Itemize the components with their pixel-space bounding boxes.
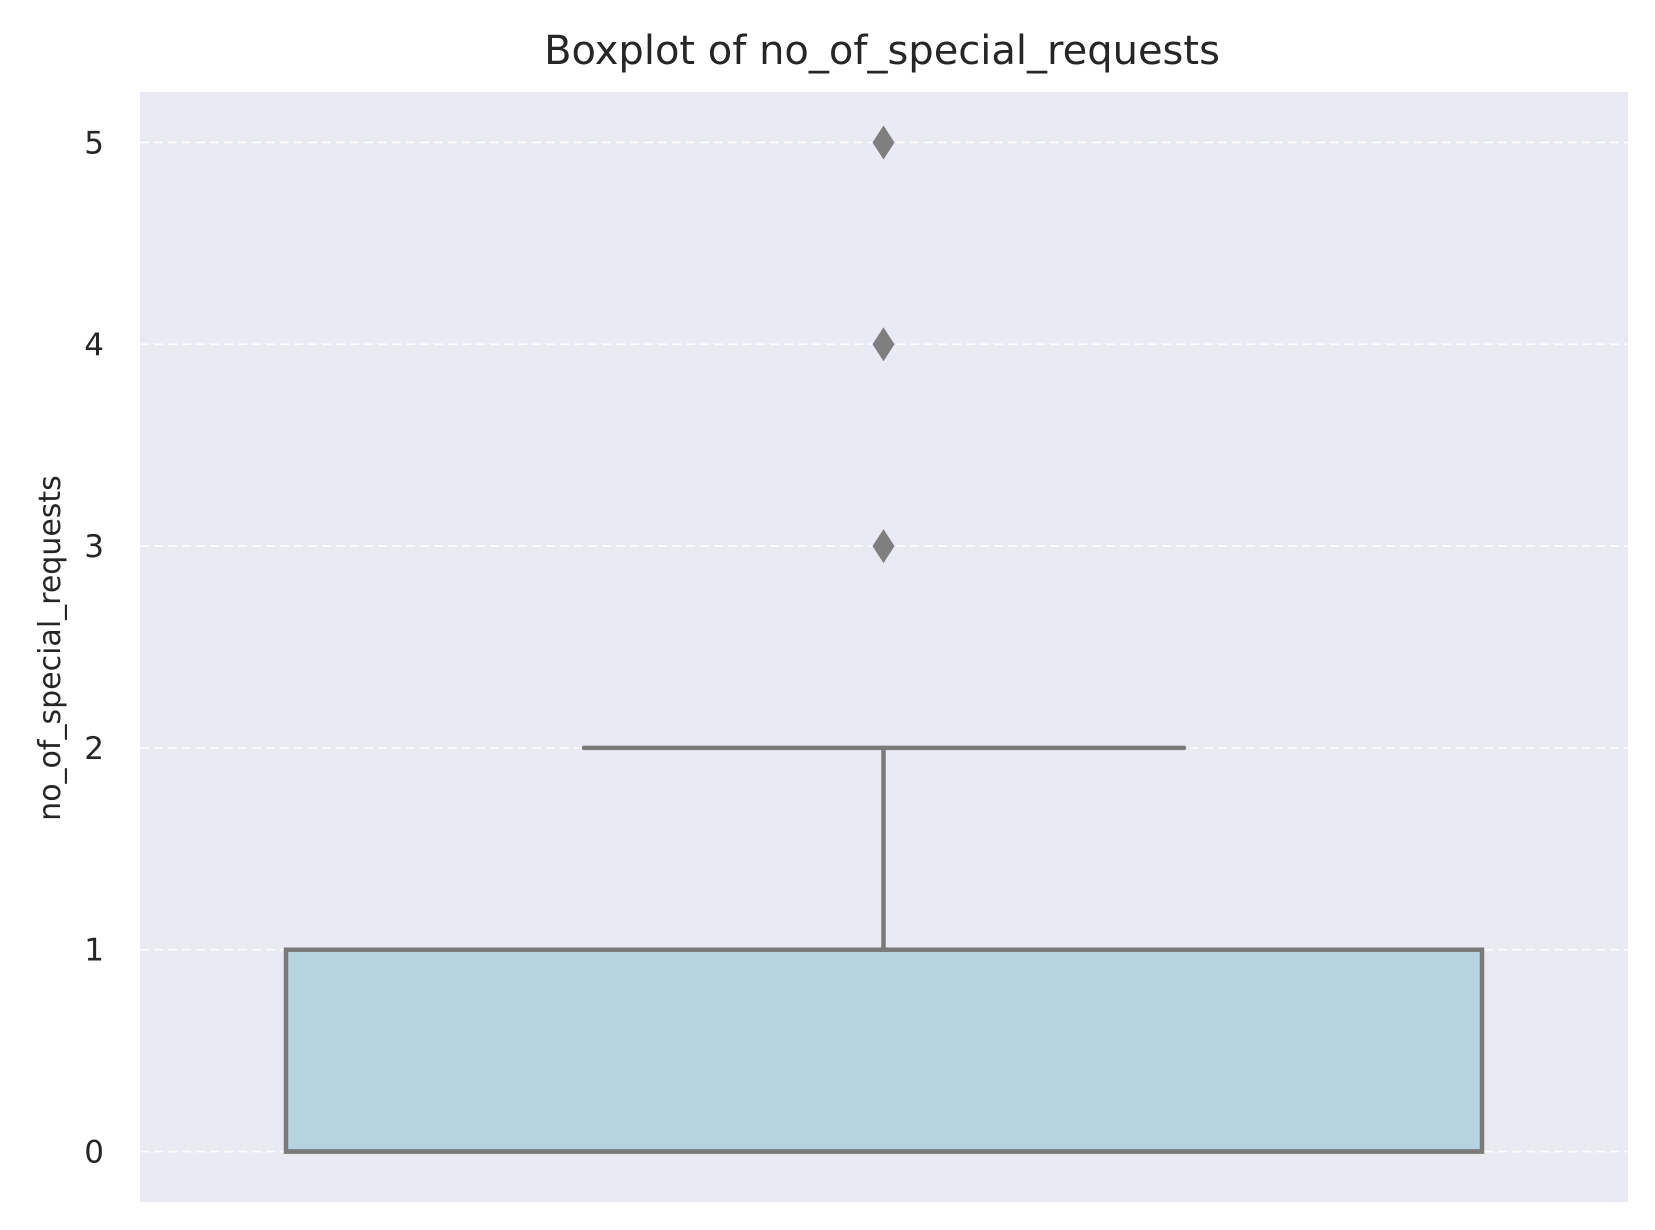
y-axis-label: no_of_special_requests: [33, 475, 68, 821]
y-tick-label-0: 0: [84, 1135, 104, 1171]
y-tick-label-5: 5: [84, 125, 104, 161]
outlier-point-2: [872, 125, 895, 160]
y-axis-ticks: 0 1 2 3 4 5: [84, 125, 104, 1170]
y-tick-label-4: 4: [84, 327, 104, 363]
y-tick-label-3: 3: [84, 529, 104, 565]
y-tick-label-1: 1: [84, 933, 104, 969]
y-tick-label-2: 2: [84, 731, 104, 767]
plot-area: [140, 92, 1628, 1202]
outlier-point-1: [872, 327, 895, 362]
outlier-point-0: [872, 529, 895, 564]
iqr-box: [283, 947, 1485, 1154]
chart-title: Boxplot of no_of_special_requests: [544, 28, 1220, 74]
